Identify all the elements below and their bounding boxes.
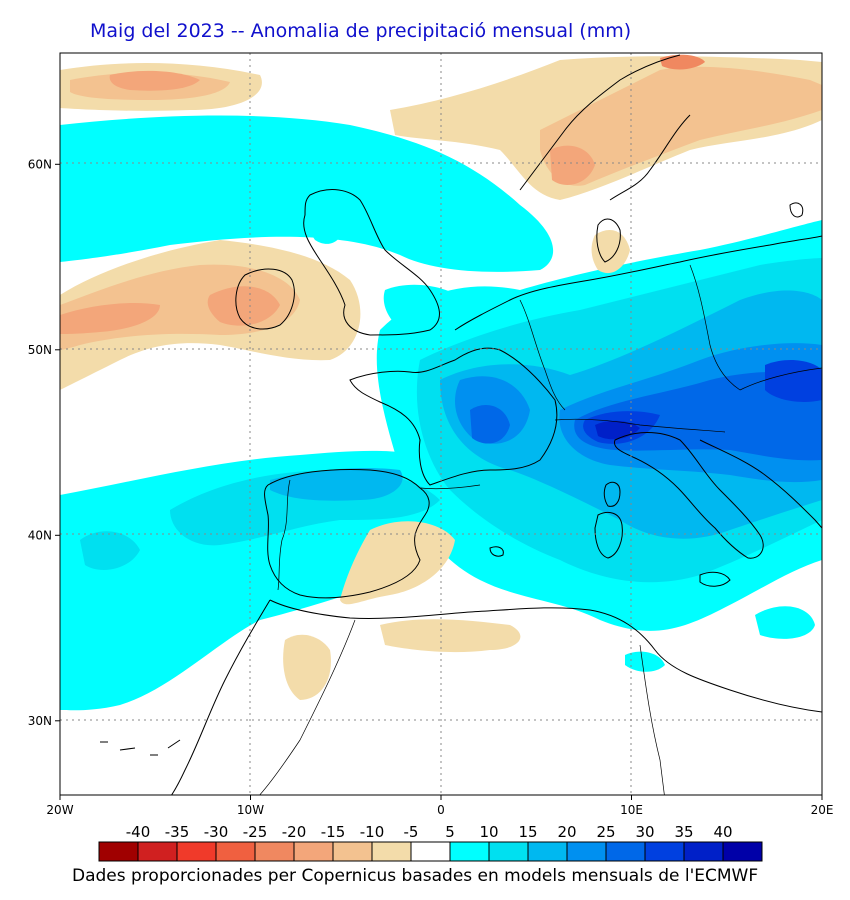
colorbar-swatch <box>566 841 607 862</box>
coastlines <box>100 54 822 795</box>
longitude-axis: 20W 10W 0 10E 20E <box>46 795 833 817</box>
colorbar-swatch <box>722 841 763 862</box>
colorbar-swatch <box>98 841 139 862</box>
wet-field-north-atlantic <box>60 115 554 272</box>
colorbar-label: -15 <box>321 823 346 841</box>
coastline-north-europe <box>454 235 822 331</box>
dry3-field-west-atlantic <box>60 303 160 334</box>
colorbar-label: -40 <box>126 823 151 841</box>
lat-tick-label: 30N <box>28 714 52 728</box>
border-germany-poland <box>689 264 741 391</box>
colorbar-swatch <box>488 841 529 862</box>
colorbar-label: 15 <box>518 823 537 841</box>
colorbar-swatch <box>410 841 451 862</box>
colorbar-label: -30 <box>204 823 229 841</box>
dry3-field-ireland <box>207 286 280 326</box>
colorbar-label: -5 <box>404 823 419 841</box>
dry3-field-north-atlantic <box>109 70 200 91</box>
coastline-morocco <box>170 599 271 795</box>
border-france-germany <box>519 299 566 411</box>
coastline-canaries <box>100 739 181 756</box>
coastline-north-africa <box>269 599 822 713</box>
coastline-corsica <box>603 481 621 507</box>
colorbar-label: 10 <box>479 823 498 841</box>
border-alps <box>554 418 726 433</box>
latitude-axis: 60N 50N 40N 30N <box>28 157 60 728</box>
wet-field-scotland <box>303 198 345 244</box>
wet-field-tunisia <box>625 651 665 672</box>
wet-field-france <box>383 284 466 339</box>
map-title: Maig del 2023 -- Anomalia de precipitaci… <box>90 20 632 42</box>
colorbar-swatch <box>254 841 295 862</box>
colorbar-swatch <box>215 841 256 862</box>
dry-field-iberia-south <box>340 521 455 605</box>
colorbar-swatch <box>449 841 490 862</box>
graticule <box>60 53 822 795</box>
border-algeria-morocco <box>259 619 356 795</box>
coastline-italy <box>613 432 764 559</box>
lat-tick-label: 60N <box>28 157 52 171</box>
colorbar-swatch <box>371 841 412 862</box>
dry4-field-north <box>660 54 705 70</box>
lon-tick-label: 20E <box>811 803 834 817</box>
coastline-sweden <box>609 114 691 201</box>
coastline-gotland <box>789 202 804 218</box>
lat-tick-label: 50N <box>28 343 52 357</box>
colorbar-swatch <box>176 841 217 862</box>
wet6-field-east <box>765 360 822 402</box>
lat-tick-label: 40N <box>28 528 52 542</box>
lon-tick-label: 10W <box>237 803 264 817</box>
coastline-balearic <box>489 546 504 557</box>
coastline-ireland <box>235 268 295 330</box>
coastline-iberia <box>264 469 430 599</box>
data-source-footer: Dades proporcionades per Copernicus basa… <box>72 866 759 886</box>
lon-tick-label: 20W <box>46 803 73 817</box>
border-algeria-tunisia <box>639 644 665 795</box>
coastline-denmark <box>596 218 621 263</box>
colorbar-label: 40 <box>713 823 732 841</box>
wet5-field-france <box>470 405 510 444</box>
colorbar-swatch <box>332 841 373 862</box>
border-france-spain <box>419 484 481 490</box>
border-east <box>739 367 822 391</box>
dry3-field-norway <box>550 145 595 185</box>
colorbar-swatch <box>527 841 568 862</box>
colorbar-swatch <box>137 841 178 862</box>
coastline-balkans <box>699 439 822 529</box>
borders <box>259 264 822 795</box>
coastline-great-britain <box>303 189 440 336</box>
dry-field-morocco <box>283 634 331 700</box>
colorbar-label: -25 <box>243 823 268 841</box>
colorbar-label: -20 <box>282 823 307 841</box>
colorbar-swatch <box>293 841 334 862</box>
lon-tick-label: 10E <box>620 803 643 817</box>
colorbar-label: 20 <box>557 823 576 841</box>
colorbar-swatch <box>683 841 724 862</box>
border-spain-portugal <box>277 479 291 591</box>
colorbar-label: 30 <box>635 823 654 841</box>
wet3-field-iberia-north <box>270 468 403 501</box>
coastline-france <box>349 347 558 486</box>
coastline-sardinia <box>594 512 623 559</box>
wet2-field-atlantic-sw <box>80 531 140 570</box>
coastline-sicily <box>699 571 731 587</box>
wet-field-east-med <box>755 606 815 639</box>
colorbar-swatch <box>605 841 646 862</box>
colorbar-label: 25 <box>596 823 615 841</box>
coastline-scandinavia <box>519 54 681 191</box>
dry-field-algeria <box>380 619 521 653</box>
colorbar-swatch <box>644 841 685 862</box>
colorbar-label: -10 <box>360 823 385 841</box>
lon-tick-label: 0 <box>437 803 445 817</box>
colorbar: -40 -35 -30 -25 -20 -15 -10 -5 5 10 15 20 25 30 35 40 <box>98 823 763 862</box>
colorbar-label: 35 <box>674 823 693 841</box>
precipitation-fields <box>60 54 822 711</box>
colorbar-label: 5 <box>445 823 455 841</box>
colorbar-label: -35 <box>165 823 190 841</box>
